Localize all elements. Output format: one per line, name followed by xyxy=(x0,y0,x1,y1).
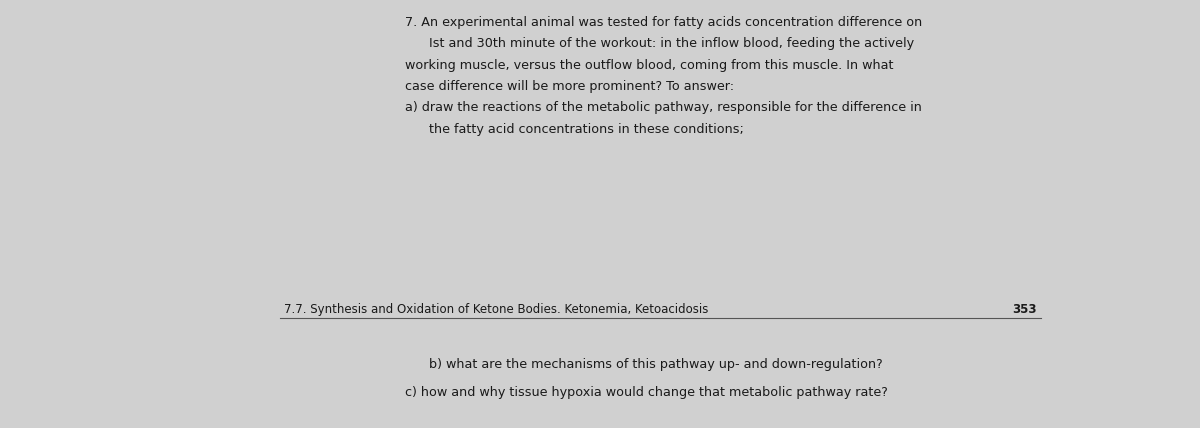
Text: 7.7. Synthesis and Oxidation of Ketone Bodies. Ketonemia, Ketoacidosis: 7.7. Synthesis and Oxidation of Ketone B… xyxy=(284,303,709,316)
Text: c) how and why tissue hypoxia would change that metabolic pathway rate?: c) how and why tissue hypoxia would chan… xyxy=(404,386,888,398)
Text: the fatty acid concentrations in these conditions;: the fatty acid concentrations in these c… xyxy=(430,123,744,136)
Text: 7. An experimental animal was tested for fatty acids concentration difference on: 7. An experimental animal was tested for… xyxy=(404,16,922,29)
Text: 353: 353 xyxy=(1012,303,1037,316)
Text: a) draw the reactions of the metabolic pathway, responsible for the difference i: a) draw the reactions of the metabolic p… xyxy=(404,101,922,114)
Text: working muscle, versus the outflow blood, coming from this muscle. In what: working muscle, versus the outflow blood… xyxy=(404,59,893,71)
Text: b) what are the mechanisms of this pathway up- and down-regulation?: b) what are the mechanisms of this pathw… xyxy=(430,358,883,372)
Text: Ist and 30th minute of the workout: in the inflow blood, feeding the actively: Ist and 30th minute of the workout: in t… xyxy=(430,37,914,50)
Text: case difference will be more prominent? To answer:: case difference will be more prominent? … xyxy=(404,80,734,93)
